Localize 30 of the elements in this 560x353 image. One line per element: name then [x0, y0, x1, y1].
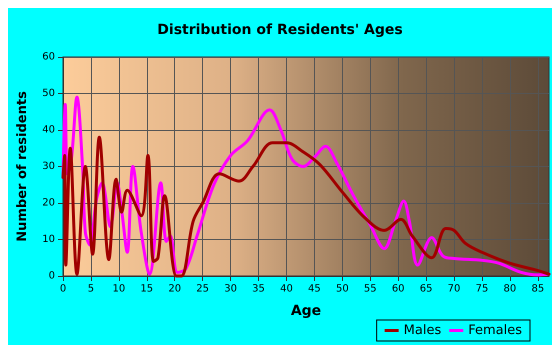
x-tick-label: 40	[280, 284, 293, 294]
x-axis-title: Age	[290, 303, 322, 319]
x-tick-label: 5	[88, 284, 94, 294]
y-tick-label: 0	[48, 270, 55, 282]
x-tick-label: 85	[531, 284, 544, 294]
x-tick-label: 10	[112, 284, 126, 294]
chart-title: Distribution of Residents' Ages	[157, 22, 403, 38]
x-tick-label: 20	[168, 284, 182, 294]
y-tick-label: 30	[42, 161, 55, 172]
x-tick-label: 70	[448, 284, 460, 294]
y-tick-label: 60	[42, 52, 55, 62]
x-tick-label: 50	[336, 284, 349, 294]
x-tick-label: 0	[60, 284, 66, 294]
y-tick-label: 50	[42, 88, 55, 99]
x-tick-label: 15	[140, 284, 154, 294]
x-tick-label: 45	[308, 284, 321, 294]
x-tick-label: 25	[196, 284, 210, 294]
y-axis-title: Number of residents	[15, 90, 30, 242]
x-tick-label: 65	[420, 284, 432, 294]
y-tick-label: 10	[42, 234, 55, 245]
x-tick-label: 30	[224, 284, 237, 294]
x-tick-label: 35	[252, 284, 265, 294]
x-tick-label: 75	[476, 284, 488, 294]
x-tick-label: 80	[504, 284, 516, 294]
legend-label: Males	[404, 323, 442, 338]
x-tick-label: 55	[364, 284, 377, 294]
x-tick-label: 60	[392, 284, 405, 294]
legend-label: Females	[468, 323, 522, 338]
y-tick-label: 40	[42, 124, 55, 136]
y-tick-label: 20	[42, 198, 55, 208]
